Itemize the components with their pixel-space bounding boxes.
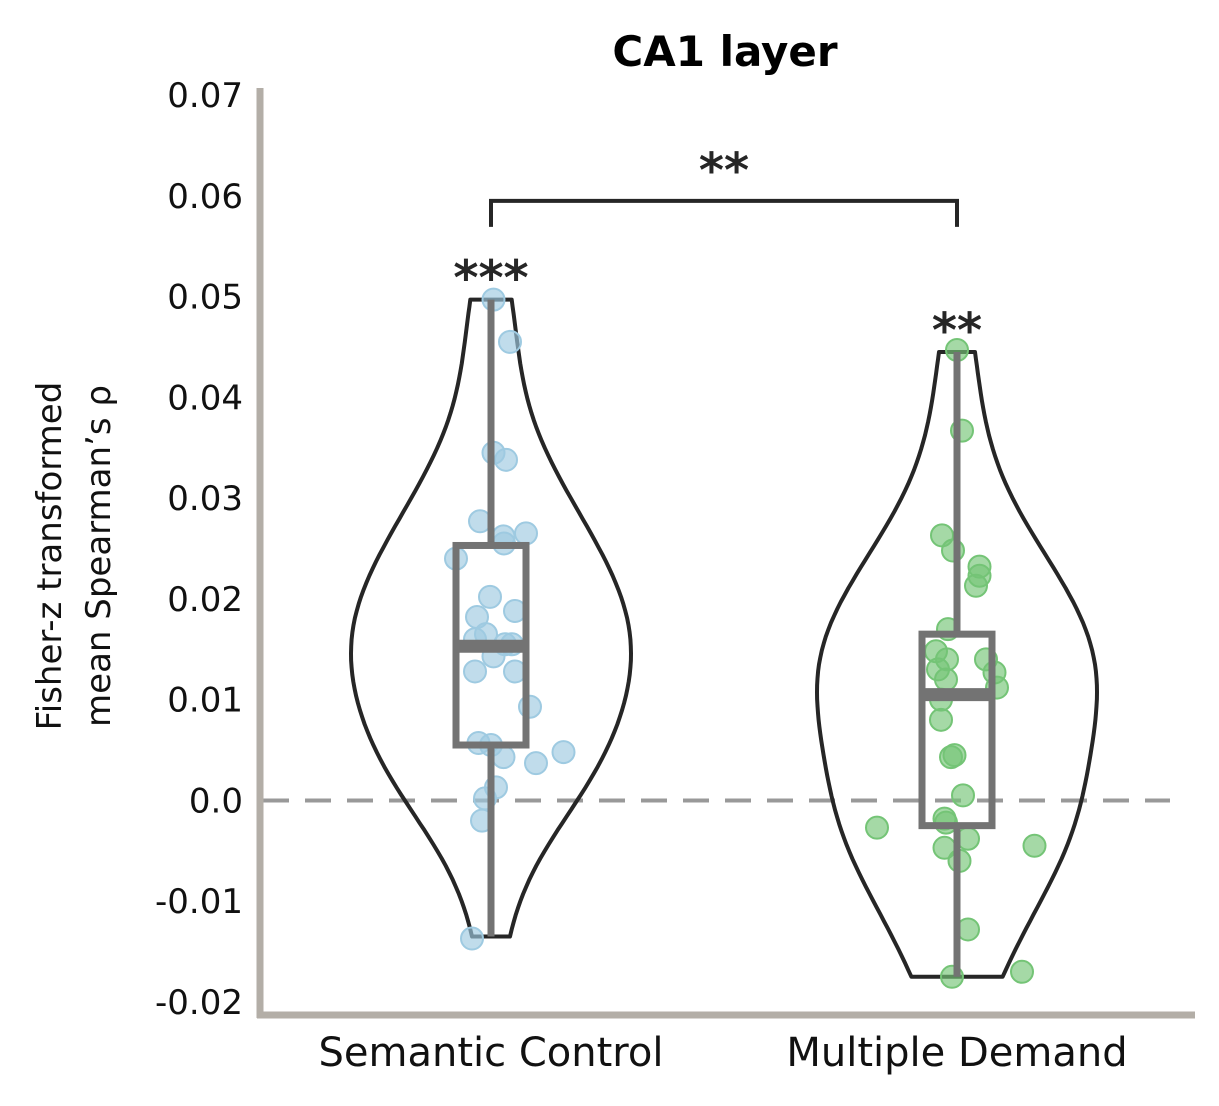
data-point [941, 538, 965, 563]
violin-outline [815, 350, 1099, 979]
data-point [463, 659, 487, 684]
data-point [934, 667, 958, 692]
data-point [514, 521, 538, 546]
significance-stars: ** [932, 303, 982, 359]
data-point [929, 707, 953, 732]
violins [349, 297, 1099, 979]
y-tick-label: 0.03 [167, 479, 243, 519]
y-tick-label: 0.04 [167, 378, 243, 418]
x-category-label: Multiple Demand [786, 1030, 1127, 1076]
violin-outline [349, 297, 633, 939]
data-point [1022, 833, 1047, 858]
iqr-box [918, 630, 996, 830]
chart-title: CA1 layer [612, 27, 837, 76]
data-point [939, 745, 963, 770]
y-ticks: -0.02 -0.01 0.0 0.01 0.02 0.03 0.04 0.05 0.06 0.0… [155, 76, 243, 1023]
y-tick-label: -0.01 [155, 882, 243, 922]
y-tick-label: 0.01 [167, 681, 243, 721]
y-tick-label: 0.0 [189, 781, 243, 821]
data-point [951, 783, 975, 808]
x-category-label: Semantic Control [319, 1030, 664, 1076]
data-point [478, 584, 502, 609]
data-point [460, 926, 484, 951]
comparison-bracket [489, 198, 959, 227]
data-point [551, 740, 576, 765]
data-point [964, 573, 988, 598]
data-point [865, 815, 889, 840]
comparison-stars: ** [699, 143, 749, 199]
y-tick-label: 0.02 [167, 580, 243, 620]
data-point [524, 751, 548, 776]
y-tick-label: 0.05 [167, 278, 243, 318]
data-point [491, 745, 516, 770]
data-point [1010, 959, 1034, 984]
significance-annotations: ******* [453, 143, 982, 359]
data-point [518, 694, 542, 719]
y-tick-label: 0.06 [167, 177, 243, 217]
x-categories: Semantic Control Multiple Demand [319, 1030, 1128, 1076]
significance-stars: *** [453, 251, 528, 307]
boxplots [452, 299, 996, 977]
data-point [494, 447, 518, 472]
y-tick-label: -0.02 [155, 983, 243, 1023]
y-axis-label-line-2: mean Spearman’s ρ [79, 385, 119, 727]
data-points [444, 287, 1047, 989]
y-axis-label-line-1: Fisher-z transformed [30, 382, 70, 731]
y-axis-label: Fisher-z transformed mean Spearman’s ρ [30, 382, 119, 731]
data-point [498, 329, 522, 354]
y-tick-label: 0.07 [167, 76, 243, 116]
